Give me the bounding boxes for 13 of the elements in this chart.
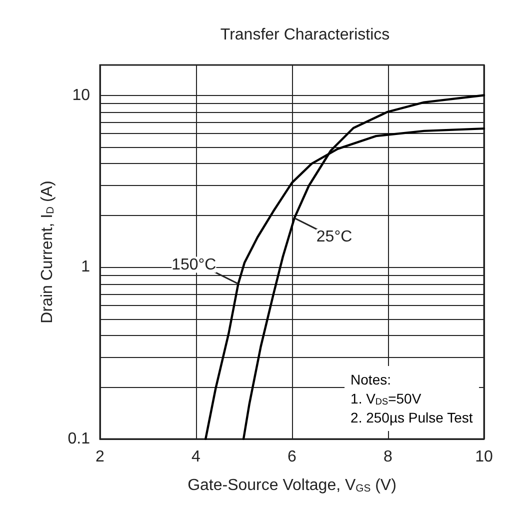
y-tick-label: 1 xyxy=(81,258,90,276)
y-axis-title: Drain Current, ID (A) xyxy=(38,180,56,324)
chart-title: Transfer Characteristics xyxy=(220,26,390,44)
y-tick-label: 0.1 xyxy=(68,430,90,448)
x-tick-label: 10 xyxy=(475,448,493,466)
series-label: 150°C xyxy=(172,256,216,274)
y-tick-label: 10 xyxy=(72,86,90,104)
x-tick-label: 8 xyxy=(384,448,393,466)
x-tick-label: 6 xyxy=(288,448,297,466)
x-tick-label: 4 xyxy=(192,448,201,466)
series-label: 25°C xyxy=(316,228,352,246)
annotation: Notes: 1. VDS=50V 2. 250µs Pulse Test xyxy=(350,372,473,426)
x-tick-label: 2 xyxy=(96,448,105,466)
